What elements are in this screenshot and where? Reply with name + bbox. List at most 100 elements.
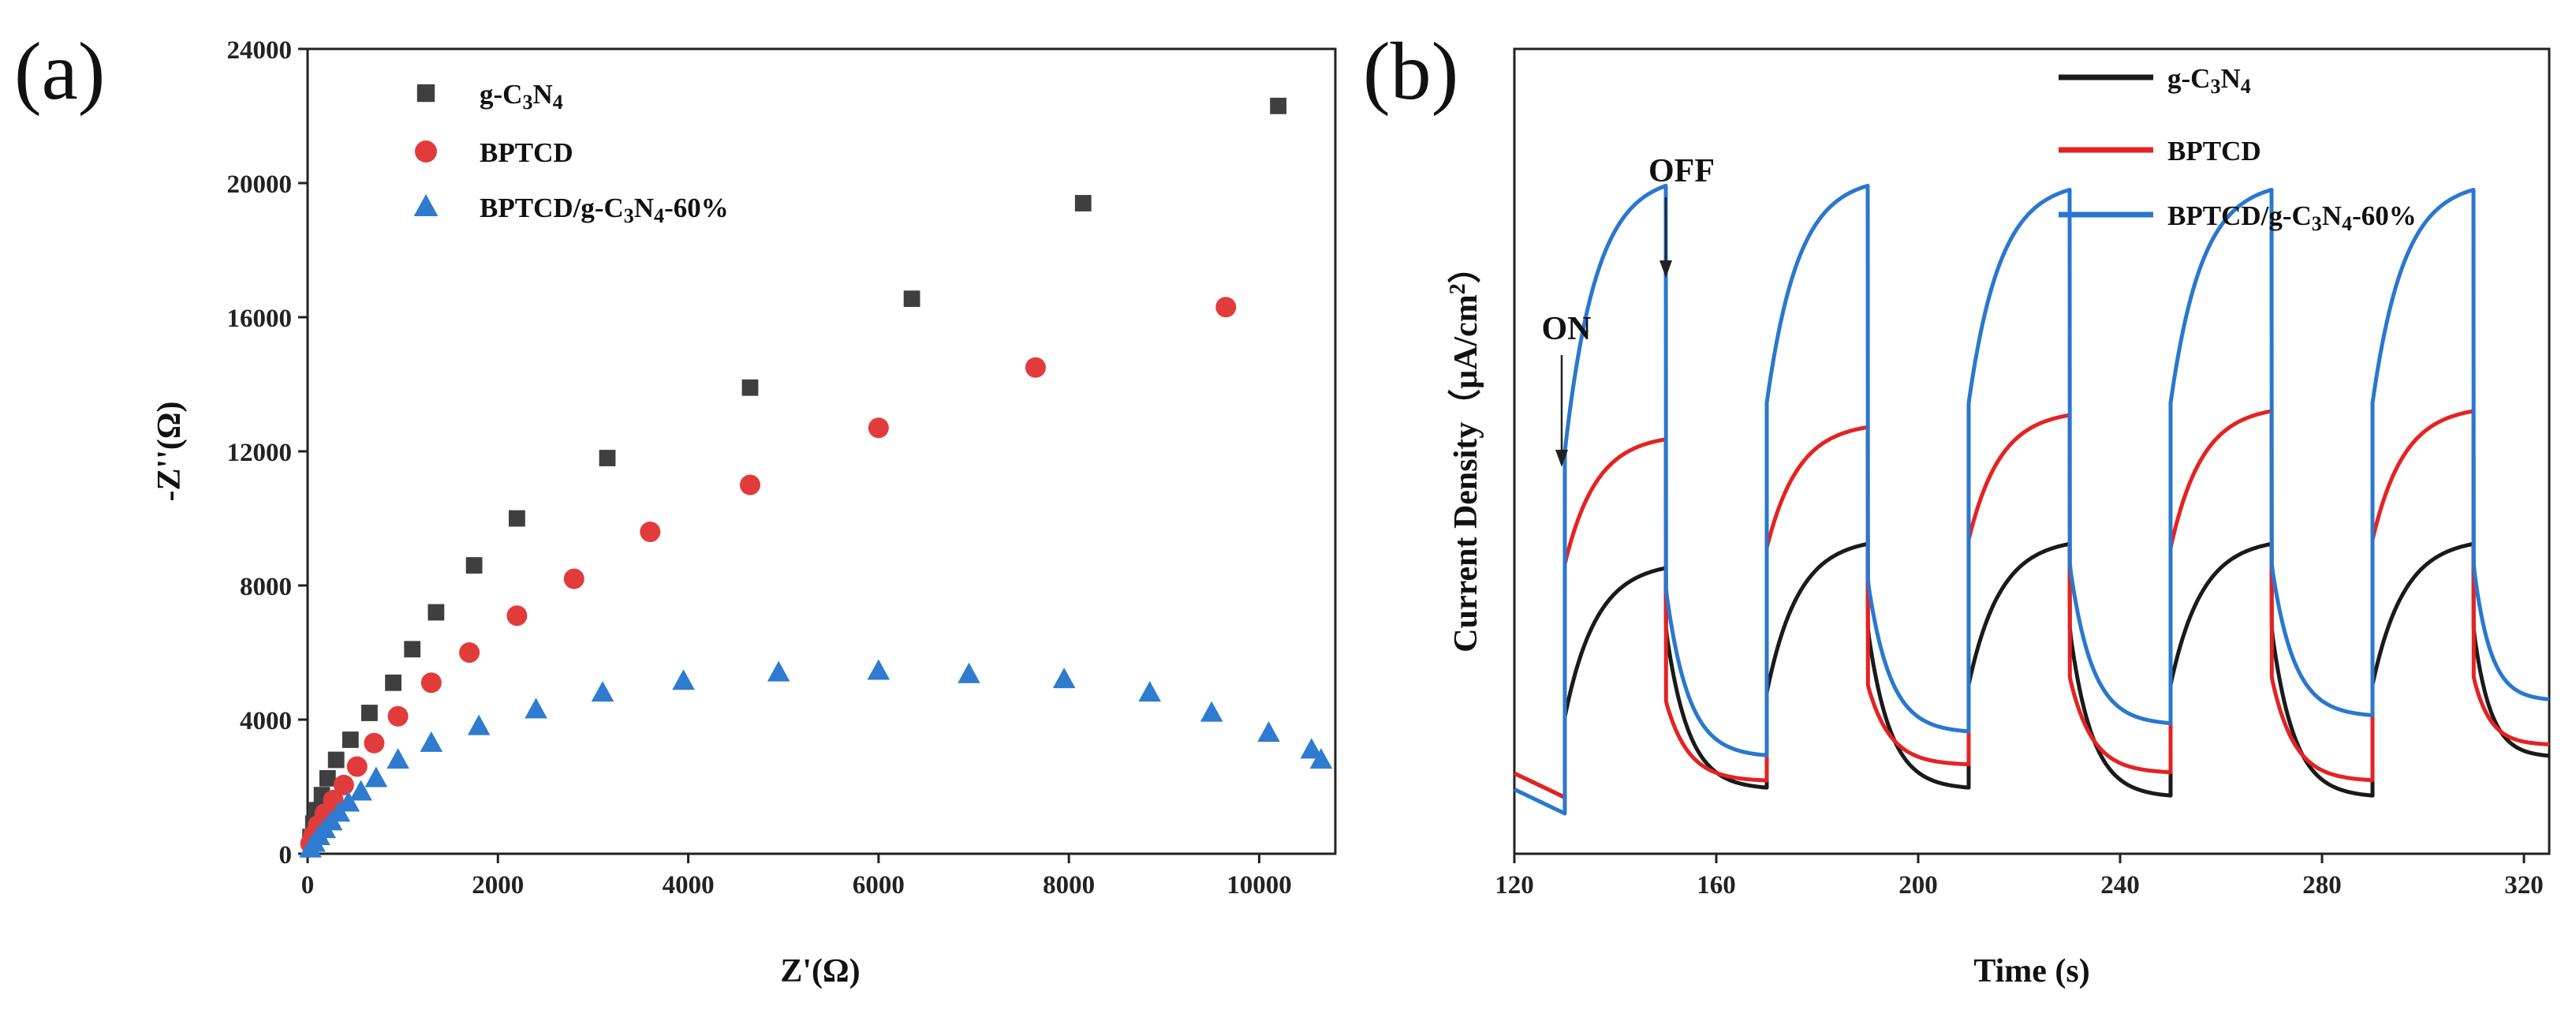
panel-b-x-tick-label: 200 (1898, 871, 1938, 900)
panel-b-series-line-0 (1513, 541, 2550, 800)
panel-a-y-axis-title: -Z''(Ω) (151, 402, 188, 502)
panel-a-series-0 (302, 97, 1287, 846)
panel-a-data-point (349, 780, 372, 801)
panel-b-plot-frame (1513, 47, 2551, 855)
panel-a-data-point (420, 672, 442, 694)
panel-a-data-point (1270, 97, 1287, 114)
panel-a-plot-frame (306, 47, 1337, 855)
panel-a-data-points (299, 97, 1333, 858)
panel-a-data-point (1215, 297, 1237, 318)
panel-b-legend: g-C3N4 BPTCD BPTCD/g-C3N4-60% (2059, 63, 2417, 235)
panel-a-data-point (364, 732, 385, 754)
panel-a-series-2 (299, 659, 1333, 858)
panel-a-data-point (420, 731, 443, 752)
panel-a-data-point (387, 705, 409, 727)
panel-a-legend-label: BPTCD (480, 137, 573, 168)
panel-a-x-tick-label: 8000 (1043, 871, 1095, 900)
panel-a-data-point (404, 641, 421, 658)
panel-a-data-point (459, 642, 480, 663)
panel-a-eis-plot: (a) 0 2000 4000 6000 8000 10000 0 4000 8000 12000… (14, 26, 1337, 989)
panel-a-data-point (868, 417, 889, 439)
panel-a-data-point (327, 751, 345, 769)
panel-b-x-tick-label: 240 (2100, 871, 2140, 900)
panel-a-data-point (361, 705, 378, 721)
panel-b-annotations: ON OFF (1542, 153, 1715, 467)
panel-a-data-point (525, 698, 547, 719)
panel-a-data-point (342, 731, 359, 748)
panel-a-data-point (640, 522, 661, 542)
panel-a-data-point (385, 674, 401, 691)
panel-a-ticks: 0 2000 4000 6000 8000 10000 0 4000 8000 12000 1600… (227, 36, 1292, 900)
panel-a-data-point (337, 791, 360, 812)
panel-a-legend-label: BPTCD/g-C3N4-60% (480, 193, 729, 227)
panel-a-data-point (1300, 738, 1323, 759)
panel-a-data-point (903, 290, 920, 308)
panel-b-photocurrent-plot: (b) 120 160 200 240 280 320 ON OFF g-C3N4 BPTCD… (1363, 26, 2551, 989)
panel-a-data-point (741, 379, 759, 396)
panel-a-data-point (1257, 721, 1280, 743)
panel-a-x-tick-label: 0 (301, 871, 315, 900)
panel-a-x-axis-title: Z'(Ω) (780, 953, 860, 989)
panel-a-data-point (1309, 748, 1333, 769)
panel-b-label: (b) (1363, 26, 1458, 117)
panel-b-ticks: 120 160 200 240 280 320 (1495, 854, 2544, 900)
panel-a-legend-marker (413, 194, 439, 216)
panel-a-y-tick-label: 20000 (227, 170, 293, 199)
panel-b-x-tick-label: 280 (2302, 871, 2342, 900)
panel-a-x-tick-label: 10000 (1226, 871, 1292, 900)
panel-a-legend-label: g-C3N4 (480, 79, 563, 114)
panel-a-x-tick-label: 6000 (853, 871, 905, 900)
panel-a-data-point (427, 604, 445, 621)
panel-a-series-1 (300, 297, 1237, 855)
panel-b-series-line-1 (1513, 409, 2550, 800)
panel-a-data-point (591, 681, 614, 702)
panel-a-data-point (319, 769, 336, 787)
panel-b-legend-label: BPTCD (2167, 136, 2261, 166)
panel-a-data-point (672, 669, 695, 690)
panel-a-y-tick-label: 8000 (240, 573, 292, 601)
panel-a-data-point (509, 510, 525, 527)
panel-a-data-point (867, 659, 890, 680)
panel-a-y-tick-label: 16000 (227, 305, 293, 333)
panel-b-y-axis-title: Current Density（μA/cm2） (1446, 250, 1485, 653)
panel-a-data-point (1138, 681, 1162, 702)
panel-a-label: (a) (14, 26, 105, 117)
panel-b-series-lines (1513, 183, 2550, 816)
panel-a-data-point (346, 756, 368, 777)
annotation-off-label: OFF (1648, 153, 1715, 189)
panel-a-legend-marker (415, 140, 437, 163)
panel-a-x-tick-label: 2000 (472, 871, 524, 900)
panel-a-x-tick-label: 4000 (663, 871, 715, 900)
panel-b-legend-label: BPTCD/g-C3N4-60% (2167, 200, 2417, 235)
panel-a-data-point (1200, 701, 1223, 722)
annotation-on-arrowhead (1555, 450, 1568, 467)
panel-a-data-point (767, 660, 790, 682)
panel-b-x-tick-label: 120 (1495, 871, 1534, 900)
panel-a-data-point (1074, 195, 1092, 211)
panel-b-x-tick-label: 320 (2504, 871, 2544, 900)
panel-a-y-tick-label: 12000 (227, 439, 293, 467)
panel-b-legend-label: g-C3N4 (2167, 63, 2251, 98)
panel-a-legend-marker (416, 84, 435, 103)
panel-a-data-point (1052, 668, 1076, 689)
panel-a-data-point (958, 662, 980, 683)
annotation-off-arrowhead (1659, 260, 1672, 278)
panel-a-data-point (333, 774, 354, 795)
panel-b-x-axis-title: Time (s) (1973, 953, 2089, 989)
panel-b-series-line-2 (1513, 183, 2550, 816)
panel-a-y-tick-label: 0 (279, 841, 293, 870)
panel-b-x-tick-label: 160 (1697, 871, 1736, 900)
panel-a-data-point (599, 450, 616, 466)
panel-a-data-point (386, 748, 409, 769)
annotation-on-label: ON (1542, 311, 1592, 347)
panel-a-data-point (563, 568, 584, 589)
panel-a-data-point (467, 714, 491, 735)
panel-a-data-point (364, 766, 388, 787)
panel-a-data-point (465, 557, 483, 574)
panel-a-data-point (506, 605, 528, 627)
panel-a-y-tick-label: 24000 (227, 36, 293, 65)
panel-a-legend: g-C3N4 BPTCD BPTCD/g-C3N4-60% (413, 79, 729, 227)
panel-a-y-tick-label: 4000 (240, 707, 292, 735)
panel-a-data-point (1025, 357, 1046, 378)
